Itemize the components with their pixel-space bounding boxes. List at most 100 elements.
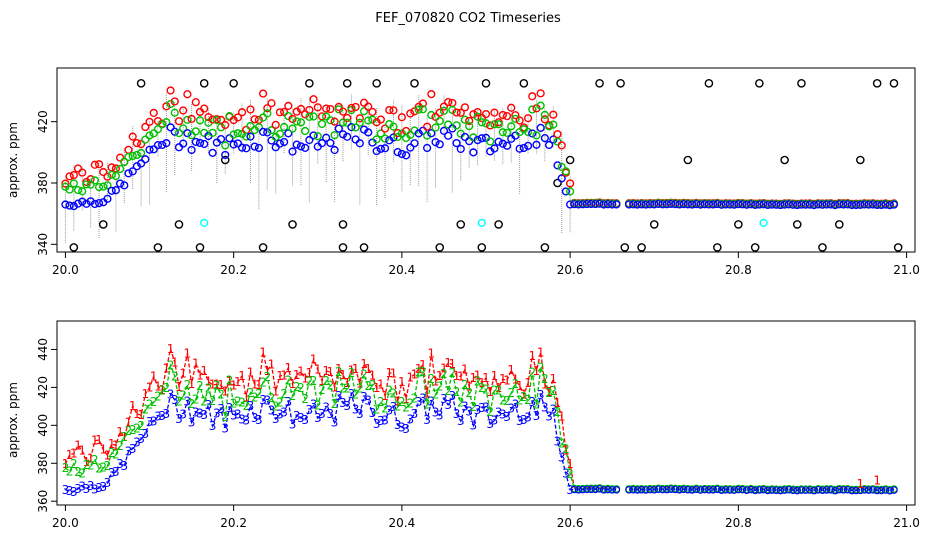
series-1-label: 1 <box>272 384 280 398</box>
series-3-label: 3 <box>154 409 162 423</box>
series-1-label: 1 <box>293 368 301 382</box>
raw-point <box>372 79 381 88</box>
series-1-point <box>389 106 398 115</box>
series-3-point <box>494 137 503 146</box>
series-1-point <box>61 179 70 188</box>
series-3-point <box>692 199 701 209</box>
series-3-point <box>637 485 646 494</box>
series-1-label: 1 <box>478 376 486 390</box>
series-2-label: 2 <box>104 459 112 473</box>
series-2-point <box>566 187 575 196</box>
series-3-point <box>103 194 112 203</box>
series-2-label: 2 <box>280 387 288 401</box>
series-3-point <box>380 144 390 153</box>
series-1-point <box>380 124 390 133</box>
bottom-panel: approx. ppm 360 380 400 420 440 20.0 20.2 20.4… <box>6 320 920 530</box>
raw-point <box>98 220 108 229</box>
series-2-point <box>376 129 385 138</box>
series-2-label: 2 <box>402 401 410 415</box>
top-x-tick-label: 21.0 <box>893 263 920 277</box>
series-2-label: 2 <box>549 384 557 398</box>
series-1-point <box>246 105 255 114</box>
series-1-point <box>204 112 213 122</box>
series-3-label: 3 <box>348 387 356 401</box>
raw-point <box>456 220 466 229</box>
series-1-point <box>221 120 230 130</box>
top-x-tick-label: 20.8 <box>725 263 752 277</box>
series-3-point <box>338 130 348 139</box>
series-3-point <box>877 486 886 495</box>
series-2-label: 2 <box>537 361 545 375</box>
bottom-x-tick-label: 20.2 <box>220 516 247 530</box>
raw-point <box>755 79 764 88</box>
series-3-point <box>364 128 373 137</box>
series-3-label: 3 <box>70 485 78 499</box>
series-3-line <box>65 392 895 493</box>
raw-point <box>519 79 529 88</box>
series-1-label: 1 <box>184 346 192 360</box>
series-2-label: 2 <box>263 370 271 384</box>
series-2-label: 2 <box>184 378 192 392</box>
series-3-point <box>742 486 751 494</box>
series-2-label: 2 <box>554 405 562 419</box>
series-2-label: 2 <box>411 391 419 405</box>
series-2-point <box>477 118 486 127</box>
flagged-point <box>477 218 486 227</box>
raw-point <box>338 243 348 252</box>
series-3-point <box>604 485 612 494</box>
series-2-label: 2 <box>133 422 141 436</box>
series-3-point <box>431 138 440 147</box>
raw-point <box>713 243 722 252</box>
series-1-label: 1 <box>247 365 255 379</box>
series-3-point <box>683 200 692 209</box>
series-1-label: 1 <box>142 387 150 401</box>
series-3-label: 3 <box>398 420 406 434</box>
series-3-label: 3 <box>301 413 309 427</box>
series-1-label: 1 <box>179 367 187 381</box>
raw-point <box>435 243 445 252</box>
series-2-point <box>427 110 436 120</box>
series-3-label: 3 <box>352 402 360 416</box>
series-3-point <box>141 155 150 164</box>
bottom-y-tick-label: 360 <box>36 490 50 513</box>
series-2-point <box>322 112 331 121</box>
series-2-point <box>254 123 263 132</box>
series-3-label: 3 <box>360 390 368 404</box>
top-y-tick-label: 380 <box>36 172 50 195</box>
series-1-label: 1 <box>352 362 360 376</box>
series-2-label: 2 <box>108 446 116 460</box>
series-2-point <box>544 122 554 131</box>
series-1-point <box>145 117 154 126</box>
raw-point <box>893 243 903 252</box>
series-3-label: 3 <box>74 482 82 496</box>
series-2-point <box>86 180 95 189</box>
series-3-label: 3 <box>285 395 293 409</box>
bottom-plot-frame <box>56 320 916 506</box>
series-3-point <box>831 486 839 495</box>
series-2-label: 2 <box>142 403 150 417</box>
series-1-point <box>237 108 247 117</box>
series-3-point <box>654 199 663 209</box>
series-3-point <box>515 144 524 153</box>
series-1-label: 1 <box>465 379 473 393</box>
raw-point <box>797 79 806 88</box>
series-1-label: 1 <box>196 368 204 382</box>
raw-point <box>649 220 659 229</box>
series-3-point <box>873 200 882 210</box>
series-2-label: 2 <box>116 439 124 453</box>
series-3-label: 3 <box>310 397 318 411</box>
series-2-label: 2 <box>394 399 402 413</box>
series-3-label: 3 <box>390 400 398 414</box>
series-2-label: 2 <box>247 386 255 400</box>
series-3-point <box>322 133 331 142</box>
series-3-label: 3 <box>436 408 444 422</box>
series-3-point <box>839 200 848 209</box>
series-3-point <box>788 200 798 209</box>
series-2-point <box>221 141 230 150</box>
series-2-label: 2 <box>470 400 478 414</box>
series-1-label: 1 <box>112 438 120 452</box>
series-3-point <box>469 148 478 157</box>
series-1-label: 1 <box>470 371 478 385</box>
series-3-label: 3 <box>356 407 364 421</box>
series-1-label: 1 <box>406 370 414 384</box>
